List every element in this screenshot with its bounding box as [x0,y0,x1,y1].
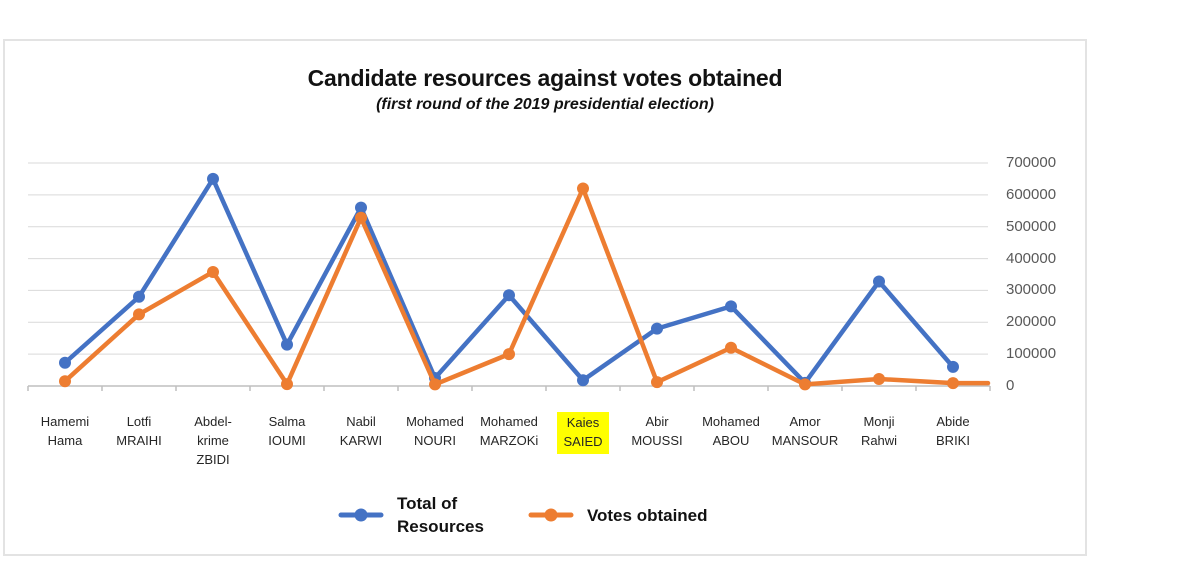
x-axis-label-monji-rahwi: Monji Rahwi [860,414,898,448]
y-axis-label: 300000 [1006,281,1057,299]
data-point-votes-4 [355,211,367,224]
data-point-votes-5 [429,378,441,391]
chart-subtitle: (first round of the 2019 presidential el… [376,96,714,113]
x-axis-label-abir-moussi: Abir MOUSSI [631,414,683,448]
data-point-votes-10 [799,378,811,391]
data-point-resources-1 [133,290,145,303]
x-axis-label-hamemi-hama: Hamemi Hama [40,414,90,448]
y-axis-label: 200000 [1006,313,1057,331]
series-line-votes [62,186,991,387]
data-point-resources-6 [503,289,515,302]
data-point-resources-0 [59,356,71,369]
x-axis-label-mohamed-nouri: Mohamed NOURI [406,414,464,448]
data-point-resources-2 [207,172,219,185]
data-point-resources-4 [355,201,367,214]
y-axis-label: 700000 [1006,154,1057,171]
legend-label-votes: Votes obtained [586,505,708,525]
data-point-votes-9 [725,341,737,354]
data-point-votes-3 [281,378,293,391]
data-point-resources-8 [651,322,663,335]
chart-header: Candidate resources against votes obtain… [3,64,1087,115]
x-axis-label-kaies-saied: Kaies SAIED [540,412,626,454]
data-point-votes-7 [577,182,589,195]
data-point-resources-3 [281,338,293,351]
chart-container [3,39,1087,556]
data-point-votes-2 [207,265,219,278]
data-point-votes-11 [873,372,885,385]
y-axis-label: 400000 [1006,249,1057,267]
y-axis-label: 500000 [1006,217,1057,235]
x-axis-label-amor-mansour: Amor MANSOUR [771,414,839,448]
data-point-resources-11 [873,275,885,288]
y-axis-label: 100000 [1006,345,1057,363]
x-axis-label-nabil-karwi: Nabil KARWI [339,414,383,448]
data-point-resources-7 [577,374,589,387]
legend-item-votes: Votes obtained [528,504,708,527]
x-axis-label-salma-ioumi: Salma IOUMI [268,414,306,448]
data-point-resources-12 [947,360,959,373]
data-point-votes-12 [947,377,959,390]
data-point-resources-9 [725,300,737,313]
data-point-votes-6 [503,348,515,361]
highlighted-candidate-label: Kaies SAIED [557,412,609,454]
x-axis-label-lotfi-mraihi: Lotfi MRAIHI [116,414,162,448]
chart-title: Candidate resources against votes obtain… [307,65,783,91]
x-axis-label-mohamed-marzoki: Mohamed MARZOKi [479,414,539,448]
x-axis-label-abide-briki: Abide BRIKI [936,414,970,448]
resources-series-swatch-icon [338,508,384,522]
chart-legend: Total of Resources Votes obtained [338,492,708,538]
x-axis-label-abdel-krime-zbidi: Abdel- krime ZBIDI [194,414,232,467]
legend-label-resources: Total of Resources [397,494,484,536]
y-axis-label: 600000 [1006,185,1057,203]
data-point-votes-0 [59,375,71,388]
data-point-votes-1 [133,308,145,321]
data-point-votes-8 [651,376,663,389]
y-axis-label: 0 [1006,377,1015,394]
legend-item-resources: Total of Resources [338,492,484,538]
votes-series-swatch-icon [528,508,574,522]
x-axis-label-mohamed-abou: Mohamed ABOU [702,414,760,448]
